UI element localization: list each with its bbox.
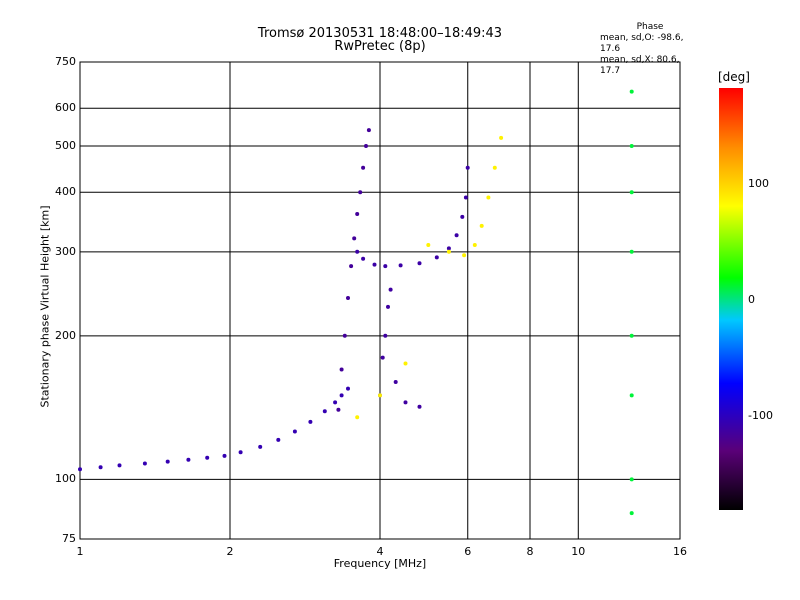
data-point — [349, 264, 354, 269]
data-point — [388, 287, 393, 292]
data-point — [380, 355, 385, 360]
x-tick-label: 6 — [464, 545, 472, 558]
y-tick-label: 200 — [55, 328, 76, 342]
x-tick-label: 4 — [376, 545, 384, 558]
data-point — [361, 165, 366, 170]
data-point — [117, 463, 122, 468]
data-point — [499, 135, 504, 140]
data-point — [434, 255, 439, 260]
data-point — [322, 409, 327, 414]
data-points — [78, 89, 634, 516]
phase-header: Phase — [636, 22, 664, 32]
data-point — [346, 386, 350, 391]
data-point — [342, 333, 347, 338]
y-tick-label: 500 — [55, 138, 76, 152]
data-point — [465, 165, 470, 170]
data-point — [446, 246, 451, 251]
data-point — [383, 333, 388, 338]
data-point — [238, 450, 243, 455]
chart-subtitle: RwPretec (8p) — [334, 39, 426, 54]
data-point — [292, 429, 297, 434]
x-tick-label: 1 — [76, 545, 84, 558]
phase-stat-x: mean, sd,X: 80.6, 17.7 — [600, 55, 680, 76]
data-point — [355, 249, 360, 254]
data-point — [361, 256, 366, 261]
data-point — [142, 461, 147, 466]
data-point — [398, 263, 403, 268]
x-tick-label: 10 — [571, 545, 586, 558]
data-point — [403, 361, 408, 366]
colorbar-unit-label: [deg] — [718, 70, 750, 84]
data-point — [165, 459, 170, 464]
data-point — [222, 453, 227, 458]
data-point — [629, 477, 634, 482]
data-point — [333, 400, 338, 405]
phase-stats: Phase mean, sd,O: -98.6, 17.6 mean, sd,X… — [600, 22, 700, 77]
data-point — [386, 304, 390, 309]
data-point — [417, 404, 422, 409]
chart-title: Tromsø 20130531 18:48:00–18:49:43 — [257, 26, 503, 41]
y-tick-label: 100 — [55, 472, 76, 486]
data-point — [366, 128, 371, 133]
y-tick-label: 600 — [55, 101, 76, 115]
data-point — [372, 262, 377, 267]
data-point — [446, 249, 451, 254]
data-point — [78, 467, 82, 472]
data-point — [463, 195, 468, 200]
colorbar — [719, 88, 743, 510]
data-point — [629, 144, 634, 148]
colorbar-tick-label: 0 — [748, 293, 755, 306]
data-point — [346, 296, 350, 300]
data-point — [479, 223, 484, 228]
data-point — [383, 264, 388, 269]
data-point — [629, 333, 634, 338]
x-axis-label: Frequency [MHz] — [333, 557, 427, 570]
data-point — [393, 380, 398, 384]
data-point — [417, 261, 422, 266]
data-point — [426, 243, 431, 247]
data-point — [258, 444, 263, 449]
data-point — [460, 214, 465, 219]
y-tick-label: 75 — [62, 532, 76, 545]
data-point — [98, 465, 103, 470]
phase-stat-o: mean, sd,O: -98.6, 17.6 — [600, 33, 684, 54]
x-tick-label: 2 — [226, 545, 234, 558]
data-point — [339, 367, 344, 372]
data-point — [355, 415, 360, 420]
data-point — [205, 455, 210, 460]
colorbar-tick-label: -100 — [748, 409, 773, 422]
grid-lines — [79, 61, 681, 540]
data-point — [629, 190, 634, 195]
data-point — [629, 249, 634, 254]
data-point — [403, 400, 408, 405]
x-tick-label: 8 — [526, 545, 534, 558]
y-tick-label: 300 — [55, 244, 76, 258]
colorbar-tick-label: 100 — [748, 177, 769, 190]
data-point — [186, 457, 191, 462]
y-tick-label: 750 — [55, 55, 76, 68]
y-axis-label: Stationary phase Virtual Height [km] — [38, 205, 52, 408]
data-point — [364, 144, 368, 148]
data-point — [378, 393, 382, 398]
data-point — [454, 233, 459, 238]
data-point — [629, 393, 634, 398]
data-point — [336, 407, 341, 412]
data-point — [629, 89, 634, 94]
data-point — [339, 393, 344, 398]
data-point — [462, 253, 467, 258]
data-point — [352, 236, 357, 241]
data-point — [629, 511, 634, 516]
data-point — [472, 243, 477, 247]
y-tick-label: 400 — [55, 185, 76, 199]
data-point — [308, 419, 313, 424]
data-point — [492, 165, 497, 170]
data-point — [355, 212, 360, 216]
data-point — [486, 195, 491, 200]
data-point — [276, 437, 281, 442]
data-point — [358, 190, 363, 195]
x-tick-label: 16 — [673, 545, 687, 558]
